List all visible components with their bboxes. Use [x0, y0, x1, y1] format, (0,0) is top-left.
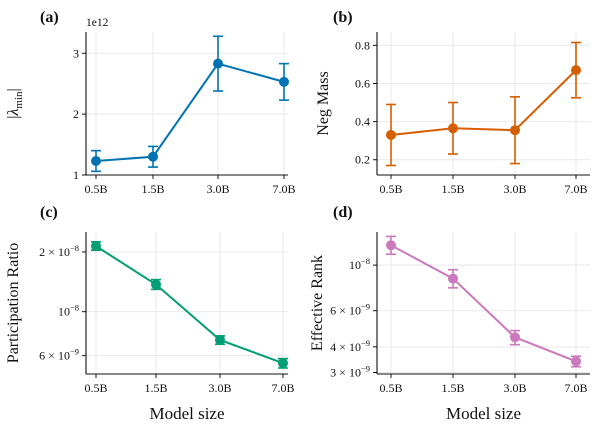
y-tick-label: 10−8 — [349, 256, 370, 272]
x-tick-label: 1.5B — [144, 381, 167, 395]
x-tick-label: 0.5B — [84, 381, 107, 395]
series-line — [95, 62, 285, 163]
data-point — [386, 240, 396, 251]
series-line — [390, 69, 577, 136]
x-tick-label: 3.0B — [208, 381, 231, 395]
panel-d: 10−8 6 × 10−9 4 × 10−9 3 × 10−9 0.5B 1.5B 3.0B… — [309, 204, 590, 423]
y-axis-title: Neg Mass — [315, 71, 332, 135]
x-tick-label: 1.5B — [141, 182, 164, 196]
data-point — [151, 279, 161, 290]
data-point — [571, 65, 581, 76]
x-tick-label: 7.0B — [272, 182, 295, 196]
y-tick-label: 0.8 — [355, 38, 370, 52]
x-axis-title: Model size — [149, 404, 224, 423]
y-axis-title: Effective Rank — [309, 255, 326, 351]
data-point — [148, 151, 158, 162]
x-tick-label: 3.0B — [206, 182, 229, 196]
y-tick-label: 1 — [73, 168, 79, 182]
x-tick-label: 1.5B — [441, 381, 464, 395]
data-point — [91, 241, 101, 252]
y-tick-label: 3 × 10−9 — [330, 364, 370, 380]
data-point — [386, 129, 396, 140]
x-tick-label: 3.0B — [503, 381, 526, 395]
panel-label: (d) — [333, 204, 353, 221]
data-point — [213, 58, 223, 69]
panel-label: (b) — [333, 9, 353, 26]
panel-label: (c) — [40, 204, 58, 221]
x-tick-label: 7.0B — [564, 381, 587, 395]
y-tick-label: 6 × 10−9 — [39, 347, 79, 363]
axis-offset-label: 1e12 — [86, 17, 109, 29]
data-point — [215, 334, 225, 345]
y-tick-label: 0.4 — [355, 115, 370, 129]
y-tick-label: 2 — [73, 107, 79, 121]
data-point — [448, 273, 458, 284]
y-tick-label: 10−8 — [58, 303, 79, 319]
x-tick-label: 0.5B — [84, 182, 107, 196]
x-tick-label: 1.5B — [441, 182, 464, 196]
x-tick-label: 0.5B — [379, 381, 402, 395]
x-axis-title: Model size — [446, 404, 521, 423]
x-tick-label: 3.0B — [503, 182, 526, 196]
panel-label: (a) — [40, 9, 59, 26]
panel-b: 0.2 0.4 0.6 0.8 0.5B 1.5B 3.0B 7.0B (b) Neg Mass — [315, 9, 590, 196]
y-axis-title: |λmin| — [5, 88, 25, 118]
data-point — [448, 123, 458, 134]
series-line — [95, 245, 284, 365]
data-point — [571, 356, 581, 367]
y-tick-label: 0.2 — [355, 153, 370, 167]
data-point — [91, 156, 101, 167]
data-point — [510, 332, 520, 343]
y-axis-title: Participation Ratio — [5, 243, 22, 363]
x-tick-label: 7.0B — [564, 182, 587, 196]
series-line — [390, 244, 577, 363]
panel-c: 2 × 10−8 10−8 6 × 10−9 0.5B 1.5B 3.0B 7.0B (c) P… — [5, 204, 295, 423]
y-tick-label: 6 × 10−9 — [330, 302, 370, 318]
data-point — [510, 125, 520, 136]
y-tick-label: 3 — [73, 46, 79, 60]
y-tick-label: 2 × 10−8 — [39, 243, 79, 259]
data-point — [279, 76, 289, 87]
y-tick-label: 0.6 — [355, 76, 370, 90]
data-point — [278, 358, 288, 369]
x-tick-label: 0.5B — [379, 182, 402, 196]
panel-a: 1 2 3 0.5B 1.5B 3.0B 7.0B (a) 1e12 |λmin| — [5, 9, 296, 196]
x-tick-label: 7.0B — [271, 381, 294, 395]
y-tick-label: 4 × 10−9 — [330, 338, 370, 354]
